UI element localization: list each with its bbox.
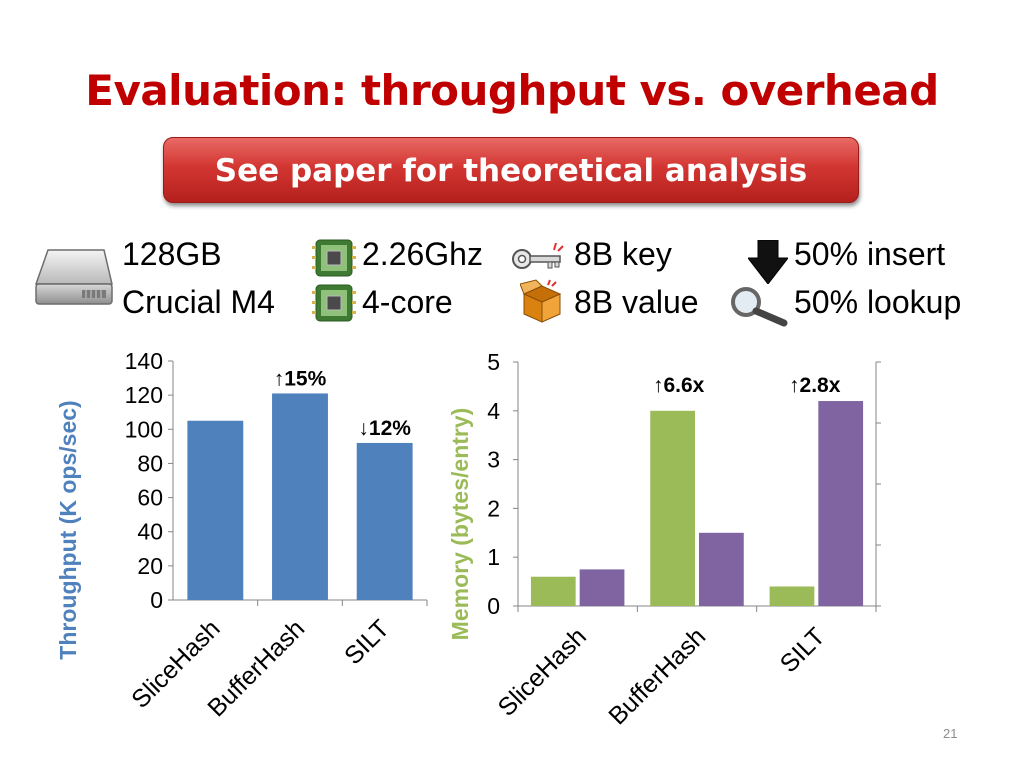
throughput-y-tick-label: 120 <box>125 382 163 408</box>
cpu-chip-icon <box>312 239 356 277</box>
throughput-y-tick-label: 80 <box>137 450 163 476</box>
analysis-banner: See paper for theoretical analysis <box>163 137 859 203</box>
cpu-speed: 2.26Ghz <box>362 236 483 272</box>
box-icon <box>520 279 562 323</box>
cpu-chip-icon <box>312 284 356 322</box>
throughput-annotation: ↑15% <box>274 367 327 390</box>
memory-y-axis-label: Memory (bytes/entry) <box>447 408 473 641</box>
disk-capacity: 128GB <box>122 236 222 272</box>
lookup-ratio: 50% lookup <box>794 284 962 320</box>
throughput-annotation: ↓12% <box>358 417 411 440</box>
throughput-bar <box>187 420 244 600</box>
memory-bar <box>818 401 864 606</box>
memory-y-tick-label: 5 <box>487 349 500 375</box>
memory-y-tick-label: 4 <box>487 398 500 424</box>
memory-annotation: ↑2.8x <box>789 374 841 397</box>
memory-x-tick-label: BufferHash <box>603 622 711 730</box>
disk-model: Crucial M4 <box>122 284 275 320</box>
memory-y-tick-label: 2 <box>487 495 500 521</box>
throughput-y-axis-label: Throughput (K ops/sec) <box>55 400 81 659</box>
memory-bar <box>530 576 576 606</box>
memory-annotation: ↑6.6x <box>653 374 705 397</box>
throughput-y-tick-label: 100 <box>125 416 163 442</box>
memory-y-tick-label: 3 <box>487 447 500 473</box>
throughput-y-tick-label: 0 <box>150 587 163 613</box>
throughput-y-tick-label: 140 <box>125 348 163 374</box>
throughput-x-tick-label: SILT <box>339 614 395 670</box>
magnifier-icon <box>731 287 788 327</box>
memory-y-tick-label: 1 <box>487 544 500 570</box>
memory-x-tick-label: SliceHash <box>493 622 592 721</box>
throughput-y-tick-label: 20 <box>137 553 163 579</box>
slide-number: 21 <box>943 726 958 741</box>
memory-bar <box>579 569 625 606</box>
key-icon <box>512 242 564 269</box>
hard-drive-icon <box>34 249 113 305</box>
key-size: 8B key <box>574 236 672 272</box>
memory-x-tick-label: SILT <box>775 622 831 678</box>
memory-bar <box>699 532 744 606</box>
throughput-y-tick-label: 60 <box>137 485 163 511</box>
throughput-bar <box>356 442 413 600</box>
memory-bar <box>769 586 815 606</box>
memory-bar <box>650 410 695 606</box>
insert-ratio: 50% insert <box>794 236 946 272</box>
throughput-bar <box>272 393 328 600</box>
cpu-cores: 4-core <box>362 284 453 320</box>
value-size: 8B value <box>574 284 699 320</box>
down-arrow-icon <box>748 240 788 284</box>
slide-title: Evaluation: throughput vs. overhead <box>85 66 939 115</box>
memory-y-tick-label: 0 <box>487 593 500 619</box>
throughput-y-tick-label: 40 <box>137 519 163 545</box>
